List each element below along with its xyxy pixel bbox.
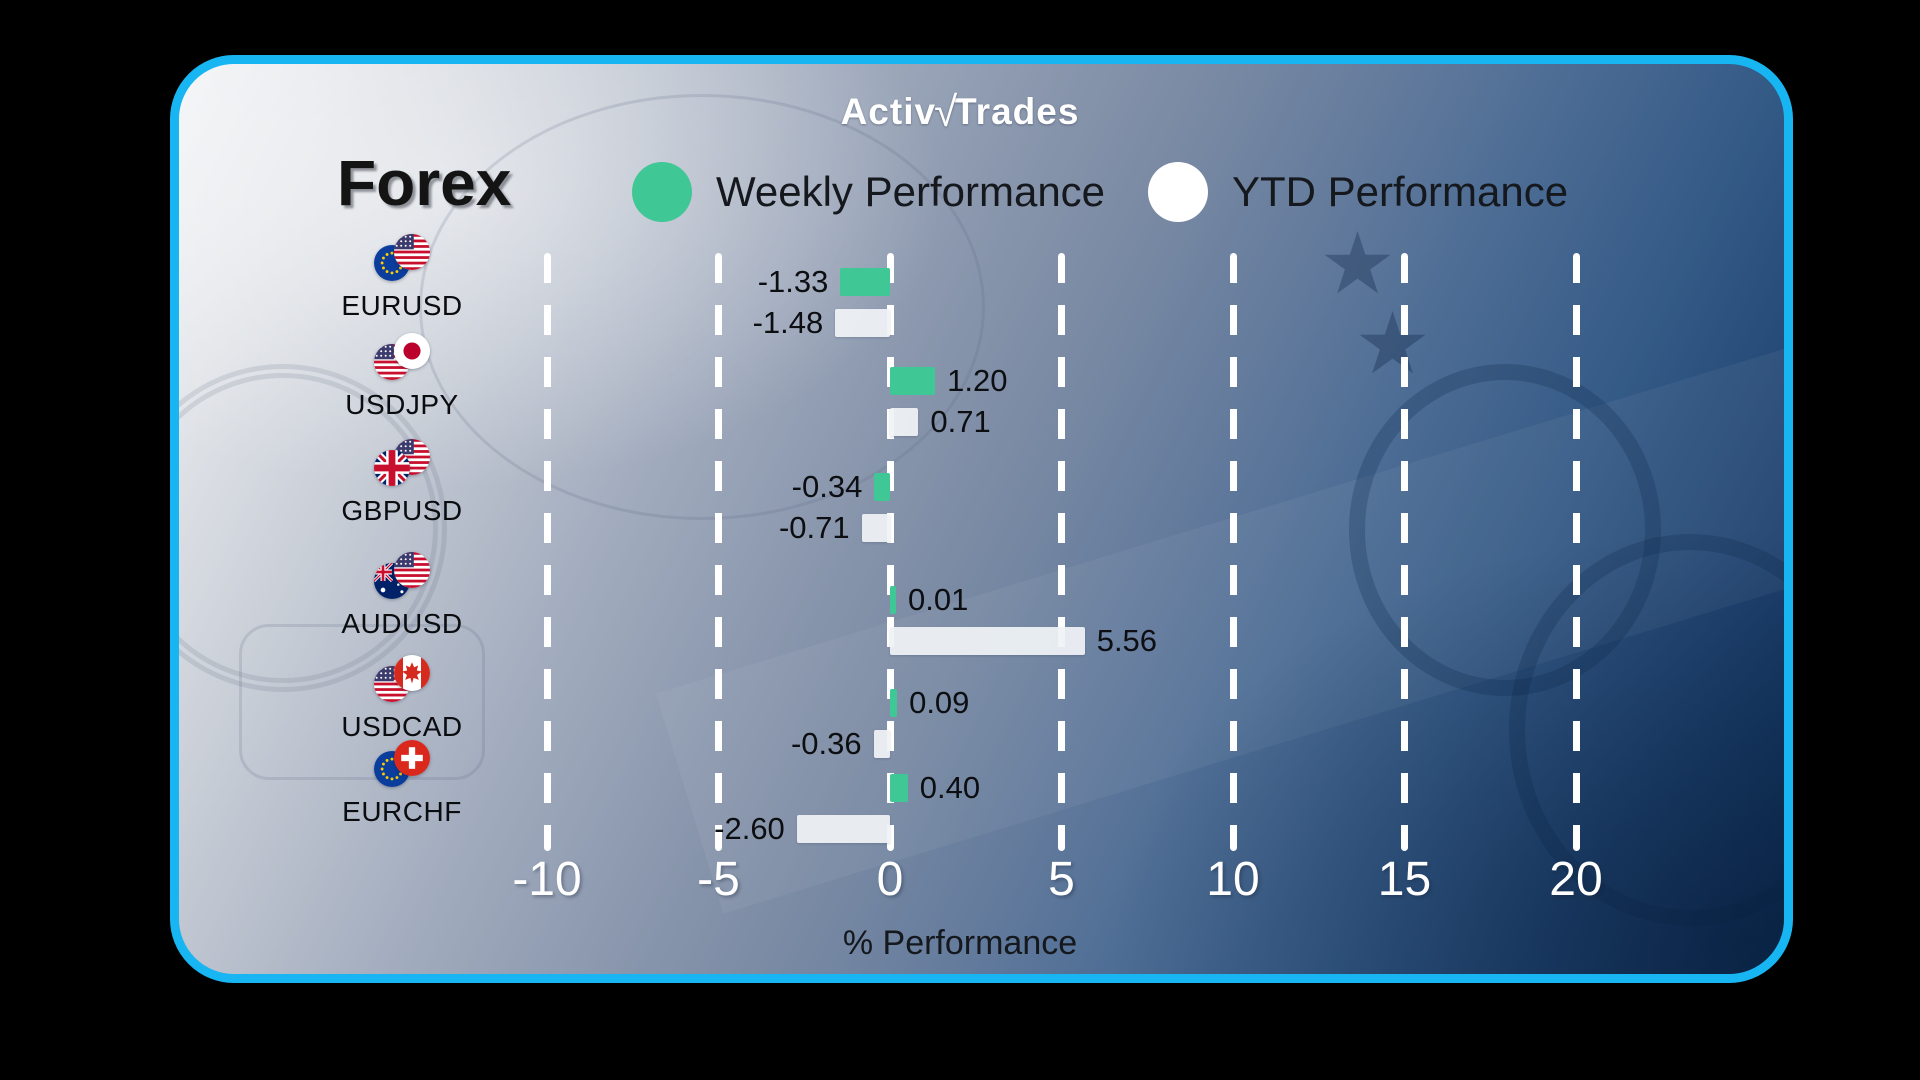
bar-value-label: -0.34	[791, 469, 863, 504]
activtrades-logo: Activ√Trades	[0, 86, 1920, 135]
weekly-performance-bar	[890, 586, 896, 614]
weekly-performance-bar	[890, 689, 898, 717]
bar-value-label: 0.40	[919, 770, 981, 805]
gridline-dashed	[543, 253, 551, 851]
legend-item-ytd: YTD Performance	[1148, 162, 1568, 222]
legend-item-weekly: Weekly Performance	[632, 162, 1105, 222]
ytd-performance-bar	[796, 815, 890, 843]
logo-text-trades: Trades	[954, 91, 1080, 132]
flag-us-icon	[394, 552, 430, 588]
gridline-dashed	[1229, 253, 1237, 851]
ytd-performance-bar	[835, 309, 890, 337]
bar-value-label: 0.01	[908, 582, 969, 617]
flag-pair	[374, 439, 430, 487]
bar-value-label: 0.09	[909, 685, 970, 720]
x-tick-label: 5	[1048, 853, 1075, 906]
bar-value-label: -1.48	[752, 305, 824, 340]
legend-label-ytd: YTD Performance	[1232, 168, 1569, 215]
flag-jp-icon	[394, 333, 430, 369]
gridline-dashed	[1058, 253, 1065, 851]
x-tick-label: 15	[1377, 853, 1432, 906]
ytd-legend-dot-icon	[1148, 162, 1208, 222]
ytd-performance-bar	[861, 514, 890, 542]
x-tick-label: 20	[1549, 853, 1603, 906]
x-tick-label: -5	[697, 853, 740, 906]
gridline-dashed	[886, 253, 894, 851]
weekly-performance-bar	[840, 268, 890, 296]
flag-pair	[374, 740, 430, 788]
logo-text-activ: Activ	[840, 91, 937, 132]
bar-value-label: 5.56	[1096, 623, 1158, 658]
currency-pair-label: EURUSD	[341, 290, 463, 321]
currency-pair-label: EURCHF	[342, 796, 462, 827]
weekly-performance-bar	[890, 774, 908, 802]
weekly-legend-dot-icon	[632, 162, 692, 222]
currency-pair-label: USDJPY	[345, 389, 459, 420]
gridline-dashed	[1401, 253, 1408, 851]
ytd-performance-bar	[873, 730, 890, 758]
flag-pair	[374, 234, 430, 282]
flag-pair	[374, 333, 430, 381]
currency-pair-label: AUDUSD	[341, 608, 463, 639]
flag-ch-icon	[394, 740, 430, 776]
ytd-performance-bar	[890, 627, 1085, 655]
currency-pair-row: USDJPY	[302, 331, 502, 431]
logo-slash-icon: √	[934, 88, 959, 135]
bar-value-label: -0.36	[790, 726, 862, 761]
currency-pair-label: USDCAD	[341, 711, 463, 742]
flag-pair	[374, 655, 430, 703]
weekly-performance-bar	[890, 367, 936, 395]
decor-euro-digit	[1349, 364, 1661, 696]
page-title: Forex	[337, 147, 512, 219]
x-axis-title: % Performance	[842, 924, 1078, 962]
flag-ca-icon	[394, 655, 430, 691]
currency-pair-row: EURUSD	[302, 232, 502, 332]
gridline-dashed	[715, 253, 722, 851]
currency-pair-row: GBPUSD	[302, 437, 502, 537]
currency-pair-row: USDCAD	[302, 653, 502, 753]
bar-value-label: -2.60	[714, 811, 785, 846]
chart-card	[170, 55, 1793, 983]
x-tick-label: 10	[1206, 853, 1260, 906]
x-tick-label: 0	[876, 853, 904, 906]
legend-label-weekly: Weekly Performance	[716, 168, 1106, 215]
bar-value-label: -0.71	[778, 510, 850, 545]
bar-value-label: -1.33	[757, 264, 829, 299]
currency-pair-row: EURCHF	[302, 738, 502, 838]
flag-us-icon	[394, 234, 430, 270]
flag-pair	[374, 552, 430, 600]
bar-value-label: 0.71	[930, 404, 991, 439]
currency-pair-row: AUDUSD	[302, 550, 502, 650]
ytd-performance-bar	[890, 408, 919, 436]
bar-value-label: 1.20	[947, 363, 1008, 398]
gridline-dashed	[1572, 253, 1580, 851]
flag-gb-icon	[374, 450, 410, 486]
currency-pair-label: GBPUSD	[341, 495, 463, 526]
weekly-performance-bar	[874, 473, 890, 501]
x-tick-label: -10	[512, 853, 582, 906]
